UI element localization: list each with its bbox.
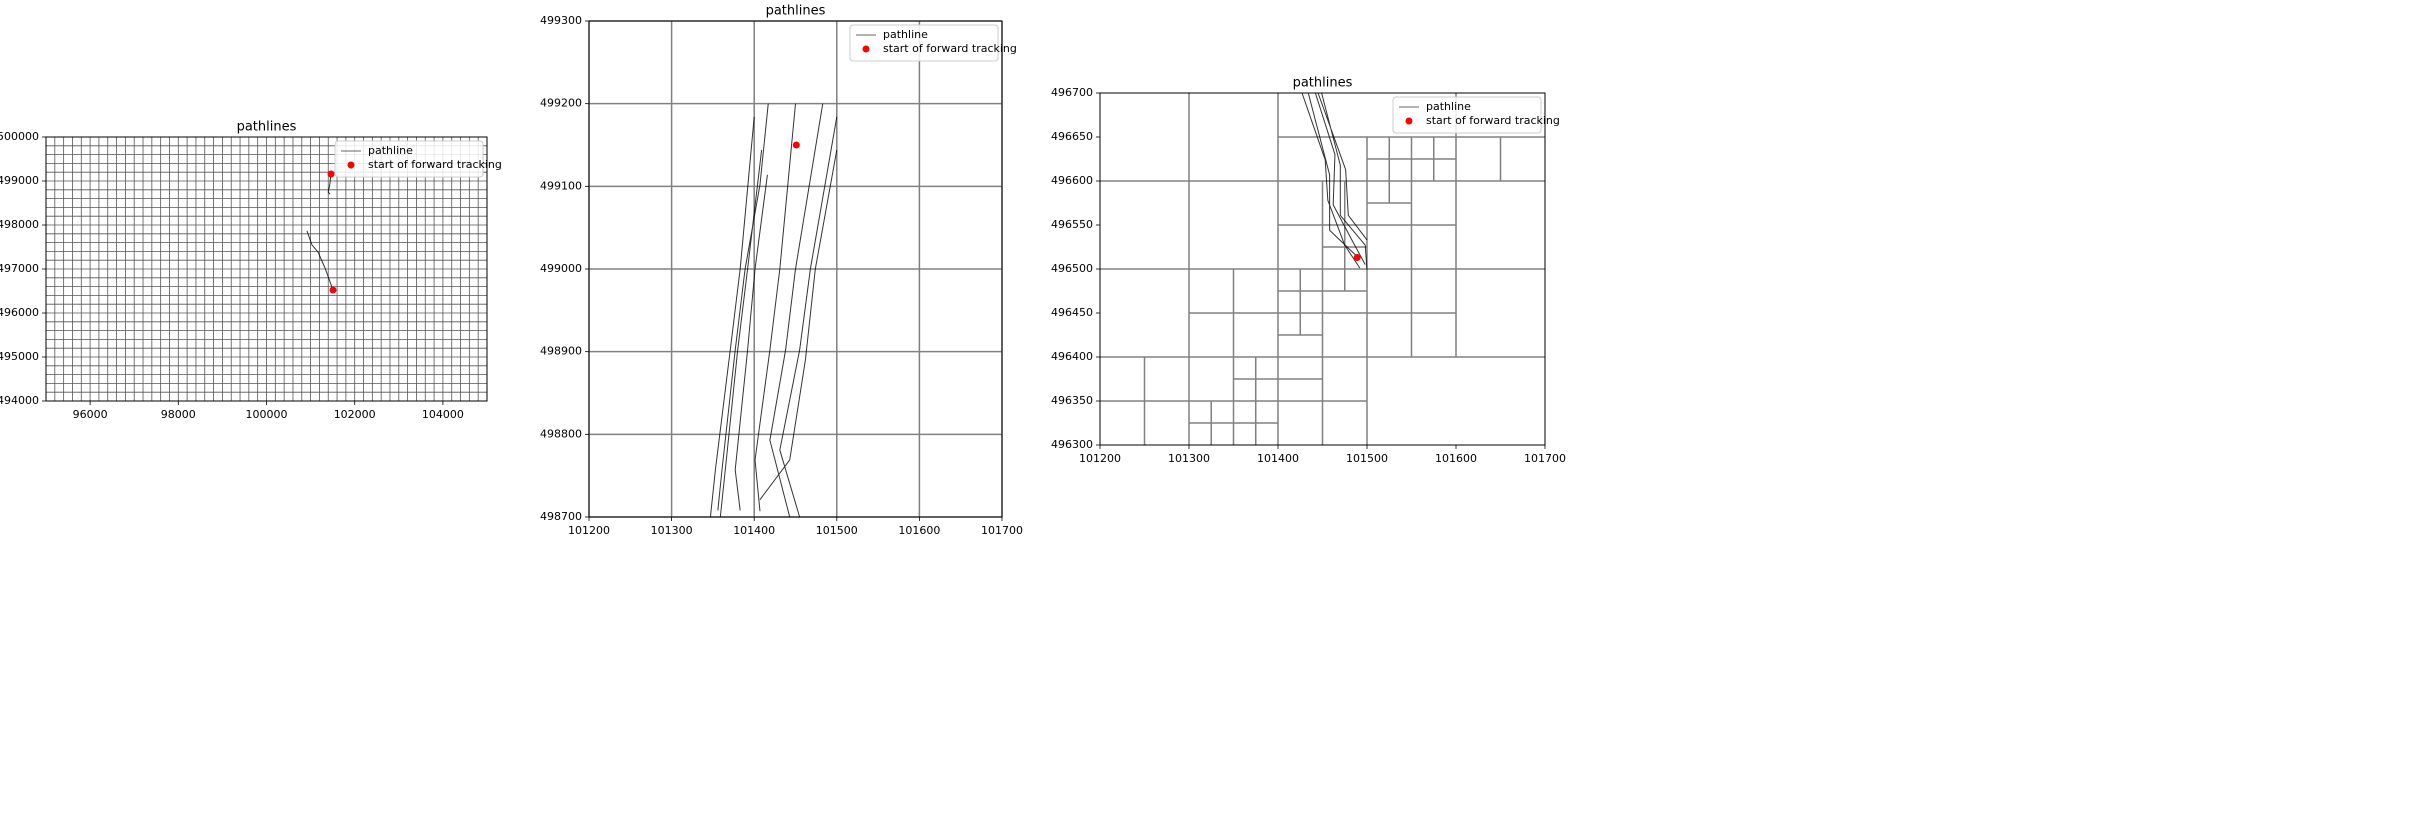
legend-label: pathline [1426, 100, 1471, 113]
y-tick-label: 499100 [540, 179, 582, 192]
start-point [792, 141, 800, 149]
legend-label: start of forward tracking [1426, 114, 1560, 127]
x-tick-label: 104000 [422, 408, 464, 421]
y-tick-label: 498900 [540, 345, 582, 358]
chart-title: pathlines [237, 120, 297, 135]
chart-title: pathlines [1293, 76, 1353, 91]
legend-box [1392, 96, 1542, 134]
x-tick-label: 101600 [898, 524, 940, 537]
y-tick-label: 496500 [1051, 262, 1093, 275]
x-tick-label: 98000 [161, 408, 196, 421]
x-tick-label: 101400 [733, 524, 775, 537]
legend-label: pathline [368, 144, 413, 157]
legend-swatch [862, 45, 870, 53]
y-tick-label: 500000 [0, 130, 39, 143]
x-tick-label: 101500 [1346, 452, 1388, 465]
y-tick-label: 498700 [540, 510, 582, 523]
y-tick-label: 496000 [0, 306, 39, 319]
y-tick-label: 499000 [0, 174, 39, 187]
x-tick-label: 101500 [816, 524, 858, 537]
y-tick-label: 496550 [1051, 218, 1093, 231]
y-tick-label: 496450 [1051, 306, 1093, 319]
x-tick-label: 101300 [651, 524, 693, 537]
pathline [709, 103, 838, 518]
pathline [1301, 92, 1368, 270]
start-point [1353, 254, 1361, 262]
y-tick-label: 499000 [540, 262, 582, 275]
y-tick-label: 498000 [0, 218, 39, 231]
x-tick-label: 101200 [1079, 452, 1121, 465]
start-point [327, 170, 335, 178]
pathline [306, 172, 334, 291]
x-tick-label: 101600 [1435, 452, 1477, 465]
y-tick-label: 496600 [1051, 174, 1093, 187]
y-tick-label: 494000 [0, 394, 39, 407]
y-tick-label: 499200 [540, 97, 582, 110]
x-tick-label: 102000 [334, 408, 376, 421]
legend-box [334, 140, 484, 178]
x-tick-label: 101700 [981, 524, 1023, 537]
legend-box [849, 24, 999, 62]
y-tick-label: 496300 [1051, 438, 1093, 451]
start-point [329, 286, 337, 294]
x-tick-label: 101300 [1168, 452, 1210, 465]
x-tick-label: 101400 [1257, 452, 1299, 465]
legend-swatch [347, 161, 355, 169]
y-tick-label: 498800 [540, 427, 582, 440]
y-tick-label: 496350 [1051, 394, 1093, 407]
y-tick-label: 496700 [1051, 86, 1093, 99]
y-tick-label: 496650 [1051, 130, 1093, 143]
legend-label: start of forward tracking [883, 42, 1017, 55]
y-tick-label: 497000 [0, 262, 39, 275]
legend-label: start of forward tracking [368, 158, 502, 171]
x-tick-label: 101200 [568, 524, 610, 537]
legend-label: pathline [883, 28, 928, 41]
y-tick-label: 495000 [0, 350, 39, 363]
x-tick-label: 101700 [1524, 452, 1566, 465]
y-tick-label: 496400 [1051, 350, 1093, 363]
legend-swatch [1405, 117, 1413, 125]
x-tick-label: 96000 [73, 408, 108, 421]
chart-title: pathlines [766, 4, 826, 19]
y-tick-label: 499300 [540, 14, 582, 27]
x-tick-label: 100000 [246, 408, 288, 421]
